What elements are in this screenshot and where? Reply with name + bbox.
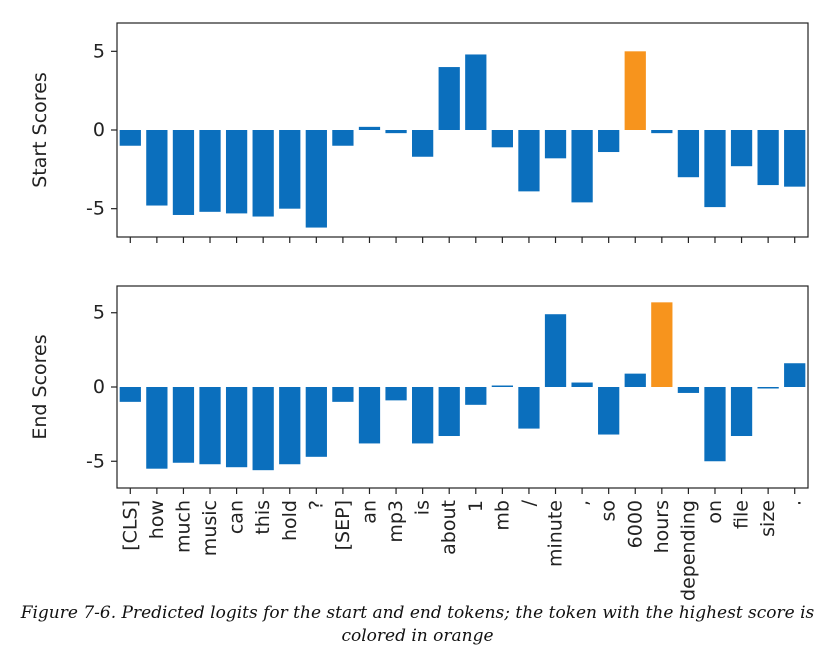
category-label: 1: [465, 500, 487, 512]
y-tick-label: 5: [93, 40, 105, 62]
category-label: mp3: [385, 500, 407, 543]
category-label: on: [704, 500, 726, 524]
bar-end-6: [279, 387, 301, 465]
bar-end-1: [146, 387, 168, 469]
bar-end-18: [598, 387, 620, 435]
bar-end-0: [119, 387, 141, 402]
bar-end-20: [651, 302, 673, 387]
bar-start-4: [225, 130, 248, 214]
bar-start-2: [172, 130, 195, 215]
bar-end-12: [438, 387, 460, 437]
category-label: an: [358, 500, 380, 524]
bar-end-7: [305, 387, 327, 457]
category-label: about: [438, 500, 460, 555]
category-label: ,: [571, 500, 593, 506]
bar-start-0: [119, 130, 141, 146]
bar-start-3: [199, 130, 221, 212]
bar-end-3: [199, 387, 221, 465]
category-label: hold: [279, 500, 301, 541]
y-tick-label: 0: [93, 119, 105, 141]
bar-start-6: [279, 130, 301, 209]
category-label: ?: [305, 500, 327, 510]
bar-start-5: [252, 130, 274, 217]
bar-end-24: [757, 387, 779, 389]
bar-end-14: [491, 385, 513, 387]
category-label: .: [784, 500, 806, 506]
category-label: hours: [651, 500, 673, 553]
y-tick-label: -5: [86, 450, 105, 472]
bar-start-23: [730, 130, 753, 167]
end-scores-panel: -5 0 5 End Scores: [29, 285, 809, 494]
y-tick-label: -5: [86, 198, 105, 220]
bar-end-22: [704, 387, 726, 462]
start-scores-panel: -5 0 5 Start Scores: [29, 22, 809, 243]
bar-start-14: [491, 130, 513, 148]
y-axis-label: End Scores: [29, 334, 51, 439]
category-label: how: [146, 500, 168, 539]
category-label: so: [598, 500, 620, 522]
bar-start-12: [438, 67, 460, 130]
bar-end-17: [571, 382, 593, 387]
bar-end-8: [332, 387, 354, 402]
bar-start-9: [358, 126, 381, 130]
bar-end-10: [385, 387, 407, 401]
category-label: [CLS]: [119, 500, 141, 551]
category-label: 6000: [624, 500, 646, 548]
category-label: /: [518, 499, 540, 506]
bar-start-22: [704, 130, 726, 208]
category-label: much: [172, 500, 194, 553]
y-tick-label: 5: [93, 302, 105, 324]
bar-end-5: [252, 387, 274, 471]
logits-figure: -5 0 5 Start Scores -5 0 5 End Scores [CLS] how…: [29, 22, 809, 600]
bar-start-15: [518, 130, 540, 192]
bar-start-8: [332, 130, 354, 146]
bar-start-10: [385, 130, 407, 134]
bar-end-15: [518, 387, 540, 429]
bar-end-2: [172, 387, 195, 463]
category-label: [SEP]: [332, 500, 354, 550]
bar-start-19: [624, 51, 646, 130]
category-label: size: [757, 500, 779, 537]
bar-start-16: [544, 130, 567, 159]
bar-end-19: [624, 373, 646, 387]
bar-start-21: [677, 130, 700, 178]
bar-start-7: [305, 130, 327, 228]
bar-end-16: [544, 314, 567, 387]
bar-start-24: [757, 130, 779, 186]
bar-start-17: [571, 130, 593, 203]
bar-end-21: [677, 387, 700, 393]
bar-start-13: [465, 54, 487, 130]
y-tick-label: 0: [93, 376, 105, 398]
bar-start-18: [598, 130, 620, 153]
bar-end-13: [465, 387, 487, 405]
bar-start-25: [784, 130, 806, 187]
token-tick-labels: [CLS] how much music can this hold? [SEP] an mp3 i…: [119, 499, 805, 600]
bar-end-23: [730, 387, 753, 437]
category-label: can: [226, 500, 248, 534]
category-label: depending: [677, 500, 699, 600]
figure-caption: Figure 7-6. Predicted logits for the sta…: [20, 603, 815, 646]
bar-start-11: [412, 130, 434, 157]
bar-end-25: [784, 363, 806, 387]
bar-start-1: [146, 130, 168, 206]
bar-start-20: [651, 130, 673, 134]
bar-end-9: [358, 387, 381, 444]
bar-end-11: [412, 387, 434, 444]
category-label: mb: [491, 500, 513, 531]
category-label: minute: [545, 500, 567, 567]
bar-end-4: [225, 387, 248, 468]
category-label: is: [412, 500, 434, 515]
category-label: this: [252, 500, 274, 535]
category-label: music: [199, 500, 221, 556]
y-axis-label: Start Scores: [29, 72, 51, 188]
category-label: file: [731, 500, 753, 529]
